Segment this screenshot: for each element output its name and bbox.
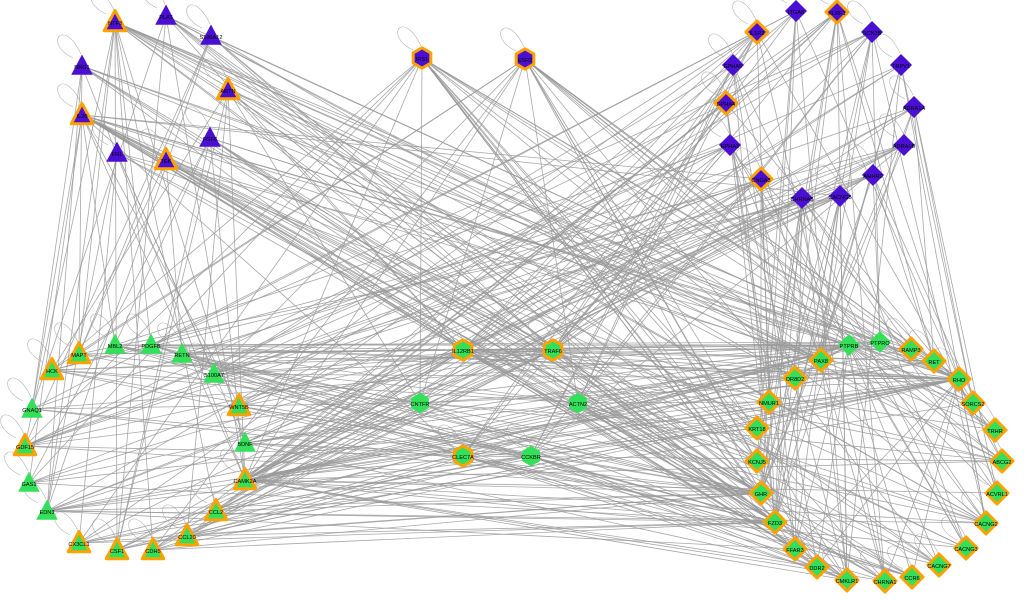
svg-text:KRT18: KRT18: [748, 427, 765, 433]
svg-text:CCR6: CCR6: [904, 576, 919, 582]
svg-text:GDF15: GDF15: [16, 445, 34, 451]
svg-text:CDH5: CDH5: [145, 549, 160, 555]
svg-text:TRAF6: TRAF6: [544, 349, 562, 355]
svg-text:ADRA1B: ADRA1B: [893, 144, 916, 150]
svg-text:NMUR1: NMUR1: [759, 401, 779, 407]
svg-text:ACTN2: ACTN2: [569, 402, 587, 408]
svg-text:SCN3B: SCN3B: [863, 31, 882, 37]
svg-text:EDN3: EDN3: [40, 510, 55, 516]
svg-text:CACNG3: CACNG3: [954, 547, 977, 553]
svg-text:ARTN: ARTN: [220, 89, 235, 95]
svg-text:GNAQ1: GNAQ1: [22, 408, 42, 414]
svg-text:MAPT: MAPT: [71, 353, 87, 359]
svg-text:CCL20: CCL20: [178, 535, 195, 541]
svg-text:ITGA8: ITGA8: [788, 10, 804, 16]
svg-text:FZD3: FZD3: [768, 521, 782, 527]
svg-text:CNTFR: CNTFR: [411, 402, 430, 408]
svg-text:GAS1: GAS1: [22, 482, 37, 488]
svg-text:HCK: HCK: [46, 369, 58, 375]
svg-text:IL12RB1: IL12RB1: [452, 349, 474, 355]
svg-text:ACVRL1: ACVRL1: [986, 492, 1008, 498]
svg-text:CACNG5: CACNG5: [828, 195, 851, 201]
svg-text:TRHR: TRHR: [987, 429, 1003, 435]
svg-text:NTF3: NTF3: [108, 21, 122, 27]
svg-text:IL20: IL20: [77, 114, 88, 120]
svg-text:OR8D2: OR8D2: [786, 377, 805, 383]
svg-text:BDNF: BDNF: [237, 442, 253, 448]
svg-text:ADRA1A: ADRA1A: [903, 106, 926, 112]
svg-text:CHRNA5: CHRNA5: [790, 197, 813, 203]
svg-text:KLRF1: KLRF1: [828, 11, 845, 17]
svg-text:CMKLR1: CMKLR1: [836, 579, 859, 585]
svg-text:ESR2: ESR2: [518, 58, 533, 64]
svg-text:MBL2: MBL2: [108, 344, 123, 350]
svg-text:DDR2: DDR2: [809, 566, 824, 572]
svg-text:S100A12: S100A12: [199, 35, 222, 41]
svg-text:RAMP3: RAMP3: [901, 348, 920, 354]
svg-text:EPHA3: EPHA3: [721, 144, 739, 150]
svg-text:CCL2: CCL2: [209, 510, 223, 516]
svg-text:PAX8: PAX8: [814, 359, 828, 365]
svg-text:NRG1: NRG1: [74, 65, 90, 71]
svg-text:CCKBR: CCKBR: [521, 455, 541, 461]
svg-text:EPHA4: EPHA4: [717, 102, 735, 108]
svg-text:CACNG7: CACNG7: [927, 564, 950, 570]
svg-text:RHO: RHO: [953, 378, 966, 384]
svg-text:RET: RET: [928, 360, 940, 366]
svg-text:FGF6: FGF6: [203, 137, 217, 143]
svg-text:CAMK2A: CAMK2A: [233, 479, 256, 485]
svg-text:FFAR3: FFAR3: [786, 548, 803, 554]
svg-text:CLEC7A: CLEC7A: [452, 455, 474, 461]
svg-text:CX3CL1: CX3CL1: [68, 542, 89, 548]
svg-text:IL1R2: IL1R2: [750, 31, 765, 37]
svg-text:KCNJ5: KCNJ5: [748, 460, 766, 466]
svg-text:RETN: RETN: [174, 353, 189, 359]
svg-text:IRS1: IRS1: [416, 57, 428, 63]
svg-text:AMHR2: AMHR2: [863, 174, 883, 180]
svg-text:ABCG2: ABCG2: [993, 460, 1012, 466]
svg-text:CHRNA1: CHRNA1: [873, 580, 896, 586]
svg-text:SORCS2: SORCS2: [961, 402, 984, 408]
svg-text:WNT5B: WNT5B: [229, 405, 249, 411]
svg-text:GHR: GHR: [755, 492, 767, 498]
svg-text:FN1: FN1: [112, 152, 123, 158]
svg-text:TEK: TEK: [161, 159, 172, 165]
svg-text:S100A7: S100A7: [204, 373, 224, 379]
svg-text:PDGFB: PDGFB: [141, 344, 161, 350]
svg-text:CSF1: CSF1: [110, 549, 124, 555]
svg-text:PLAT: PLAT: [159, 15, 173, 21]
svg-text:PTPRB: PTPRB: [840, 344, 859, 350]
svg-text:TRPV1: TRPV1: [892, 64, 910, 70]
svg-text:PTPRO: PTPRO: [870, 341, 890, 347]
svg-text:CNGA3: CNGA3: [751, 178, 770, 184]
svg-text:EPHA5: EPHA5: [724, 64, 742, 70]
svg-text:CACNG2: CACNG2: [974, 522, 997, 528]
